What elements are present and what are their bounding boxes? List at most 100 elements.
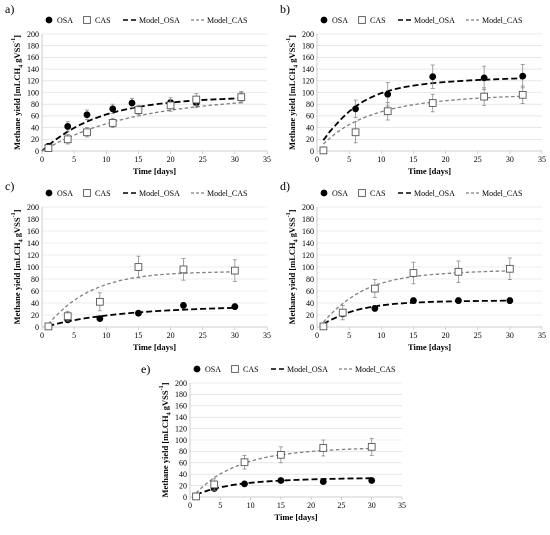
osa-point — [96, 315, 104, 322]
y-tick-label: 200 — [27, 30, 39, 39]
y-tick-label: 200 — [302, 30, 314, 39]
x-tick-label: 15 — [134, 155, 142, 164]
osa-point — [480, 74, 488, 82]
y-axis-title-part: gVSS — [12, 43, 22, 65]
cas-point — [319, 444, 328, 452]
legend-marker-cas — [358, 16, 366, 24]
y-axis-title: Methane yield [mLCH4 gVSS-1] — [11, 35, 25, 150]
y-tick-label: 40 — [31, 299, 39, 308]
x-tick-label: 35 — [263, 331, 271, 340]
y-tick-label: 0 — [35, 323, 39, 332]
y-tick-label: 180 — [175, 390, 187, 399]
y-tick-label: 40 — [179, 470, 187, 479]
y-axis-title-part: Methane yield [mLCH — [12, 242, 22, 325]
osa-point — [64, 123, 72, 130]
y-axis-title-part: Methane yield [mLCH — [160, 415, 170, 498]
y-axis-title-sup: -1 — [11, 212, 17, 217]
cas-point — [44, 322, 53, 331]
x-axis-title: Time [days] — [408, 166, 451, 176]
x-tick-label: 30 — [506, 331, 514, 340]
y-tick-label: 140 — [175, 413, 187, 422]
legend-label-cas: CAS — [370, 189, 386, 198]
legend-marker-osa — [45, 16, 53, 24]
y-tick-label: 100 — [175, 436, 187, 445]
x-tick-label: 0 — [315, 155, 319, 164]
y-tick-label: 40 — [306, 123, 314, 132]
x-tick-label: 5 — [347, 155, 351, 164]
legend-label-model-cas: Model_CAS — [482, 16, 522, 25]
y-tick-label: 80 — [306, 275, 314, 284]
y-tick-label: 120 — [27, 77, 39, 86]
y-tick-label: 100 — [27, 263, 39, 272]
osa-point — [241, 480, 248, 488]
cas-point — [63, 312, 72, 321]
x-tick-label: 20 — [442, 331, 450, 340]
y-tick-label: 180 — [27, 215, 39, 224]
y-axis-title-sub: 4 — [19, 239, 25, 242]
x-tick-label: 10 — [247, 501, 255, 510]
panel-label: c) — [5, 179, 14, 193]
osa-point — [83, 111, 91, 119]
y-tick-label: 60 — [179, 459, 187, 468]
y-tick-label: 60 — [306, 112, 314, 121]
cas-point — [428, 99, 437, 107]
panel-5: e) 0 20 40 60 80 100 120 140 160 180 200 0 5 10 15 20 25 3… — [141, 362, 406, 522]
cas-point — [371, 284, 379, 293]
x-tick-label: 25 — [474, 155, 482, 164]
legend-label-cas: CAS — [370, 16, 386, 25]
model-osa-curve — [322, 77, 523, 141]
y-axis-title-part: Methane yield [mLCH — [287, 242, 297, 325]
cas-point — [192, 492, 200, 501]
osa-point — [319, 478, 327, 486]
y-tick-label: 120 — [175, 424, 187, 433]
cas-point — [319, 322, 328, 331]
y-axis-title-part: ] — [12, 209, 22, 212]
cas-point — [409, 269, 418, 277]
x-tick-label: 5 — [72, 331, 76, 340]
x-tick-label: 25 — [474, 331, 482, 340]
y-axis-title-sub: 4 — [294, 239, 300, 242]
x-axis-title: Time [days] — [133, 342, 176, 352]
y-tick-label: 80 — [306, 100, 314, 109]
model-cas-curve — [322, 270, 510, 323]
legend-label-cas: CAS — [243, 365, 259, 374]
x-tick-label: 25 — [199, 155, 207, 164]
legend-label-model-osa: Model_OSA — [139, 189, 180, 198]
model-osa-curve — [48, 306, 235, 327]
y-tick-label: 20 — [31, 311, 39, 320]
cas-point — [319, 146, 328, 155]
y-axis-title-part: gVSS — [287, 43, 297, 65]
cas-point — [166, 101, 175, 110]
legend-label-model-cas: Model_CAS — [482, 189, 522, 198]
y-tick-label: 40 — [31, 123, 39, 132]
x-tick-label: 30 — [231, 331, 239, 340]
y-axis-title: Methane yield [mLCH4 gVSS-1] — [159, 382, 173, 497]
panel-1: a) 0 20 40 60 80 100 120 140 160 180 200 0 5 10 15 20 25 3… — [5, 2, 271, 176]
legend-marker-osa — [193, 365, 201, 373]
osa-point — [368, 477, 376, 484]
legend-label-model-osa: Model_OSA — [139, 16, 180, 25]
x-tick-label: 10 — [102, 155, 110, 164]
cas-point — [63, 135, 72, 144]
y-axis-title-part: ] — [287, 209, 297, 212]
legend-label-osa: OSA — [57, 189, 73, 198]
panel-label: d) — [280, 179, 290, 193]
y-axis-title-part: ] — [287, 35, 297, 38]
y-axis-title-part: Methane yield [mLCH — [12, 67, 22, 150]
cas-point — [108, 119, 117, 127]
x-tick-label: 20 — [167, 331, 175, 340]
model-cas-curve — [322, 95, 523, 145]
y-tick-label: 160 — [175, 402, 187, 411]
osa-point — [109, 105, 117, 113]
legend-label-osa: OSA — [205, 365, 221, 374]
y-tick-label: 100 — [302, 263, 314, 272]
legend-label-model-osa: Model_OSA — [414, 16, 455, 25]
legend-label-model-cas: Model_CAS — [207, 16, 247, 25]
x-tick-label: 35 — [538, 155, 546, 164]
y-axis-title-part: gVSS — [287, 217, 297, 239]
osa-point — [506, 297, 514, 304]
y-tick-label: 60 — [306, 287, 314, 296]
x-tick-label: 35 — [398, 501, 406, 510]
y-tick-label: 200 — [302, 203, 314, 212]
